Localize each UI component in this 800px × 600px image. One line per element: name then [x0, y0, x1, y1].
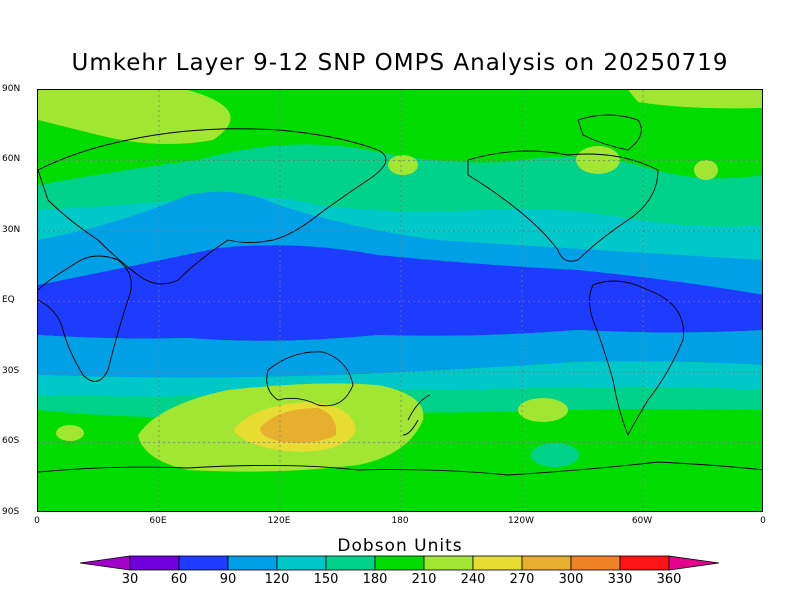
colorbar-tick-label: 330 [607, 572, 633, 587]
colorbar-box [129, 555, 180, 571]
colorbar-tick-label: 360 [656, 572, 682, 587]
lon-tick-0: 0 [34, 516, 40, 526]
colorbar-tick-label: 120 [264, 572, 290, 587]
colorbar-tick-label: 270 [509, 572, 535, 587]
colorbar-box [619, 555, 670, 571]
colorbar-arrow-low [80, 555, 131, 571]
patch-south-300 [260, 408, 337, 443]
patch-north-240-a [38, 90, 231, 144]
coast-australia [266, 351, 354, 407]
coast-eurasia [38, 128, 387, 285]
patch-south-240-c [518, 398, 568, 422]
colorbar-tick-label: 60 [170, 572, 188, 587]
lat-tick-30s: 30S [2, 366, 20, 376]
patch-north-240-c [694, 160, 718, 180]
band-120-south [38, 330, 762, 378]
coastlines [38, 114, 762, 476]
coast-greenland [577, 114, 642, 151]
lat-tick-60n: 60N [2, 154, 21, 164]
chart-title: Umkehr Layer 9-12 SNP OMPS Analysis on 2… [71, 50, 729, 76]
colorbar-box [570, 555, 621, 571]
colorbar-box [325, 555, 376, 571]
colorbar-box [374, 555, 425, 571]
colorbar [80, 555, 720, 571]
colorbar-tick-label: 90 [219, 572, 237, 587]
lat-tick-eq: EQ [2, 295, 15, 305]
colorbar-box [178, 555, 229, 571]
lon-tick-120w: 120W [507, 516, 535, 526]
colorbar-box [227, 555, 278, 571]
patch-south-240-b [56, 425, 84, 441]
coast-new-zealand [402, 394, 431, 436]
patch-south-180 [531, 443, 579, 467]
lat-tick-60s: 60S [2, 436, 20, 446]
colorbar-box [276, 555, 327, 571]
ozone-map [38, 90, 762, 511]
lon-tick-60e: 60E [149, 516, 167, 526]
patch-north-240-e [388, 155, 418, 175]
coast-antarctica [38, 461, 762, 476]
colorbar-arrow-high [668, 555, 720, 571]
map-plot-area [37, 89, 763, 512]
graticule [38, 90, 762, 511]
lat-tick-90s: 90S [2, 507, 20, 517]
lat-tick-90n: 90N [2, 84, 21, 94]
lon-tick-360: 0 [760, 516, 766, 526]
colorbar-tick-label: 150 [313, 572, 339, 587]
lat-tick-30n: 30N [2, 225, 21, 235]
colorbar-tick-label: 180 [362, 572, 388, 587]
colorbar-tick-label: 240 [460, 572, 486, 587]
colorbar-box [472, 555, 523, 571]
colorbar-tick-label: 30 [121, 572, 139, 587]
colorbar-tick-label: 300 [558, 572, 584, 587]
band-90-equatorial [38, 245, 762, 341]
colorbar-box [423, 555, 474, 571]
lon-tick-60w: 60W [631, 516, 653, 526]
colorbar-box [521, 555, 572, 571]
coast-north-america [467, 150, 659, 262]
colorbar-tick-label: 210 [411, 572, 437, 587]
coast-south-america [589, 280, 685, 437]
coast-africa [38, 255, 132, 382]
lon-tick-180: 180 [391, 516, 409, 526]
band-150-south [38, 361, 762, 397]
colorbar-title: Dobson Units [337, 536, 463, 556]
patch-north-240-b [628, 90, 762, 109]
patch-north-240-d [576, 146, 620, 174]
lon-tick-120e: 120E [267, 516, 291, 526]
